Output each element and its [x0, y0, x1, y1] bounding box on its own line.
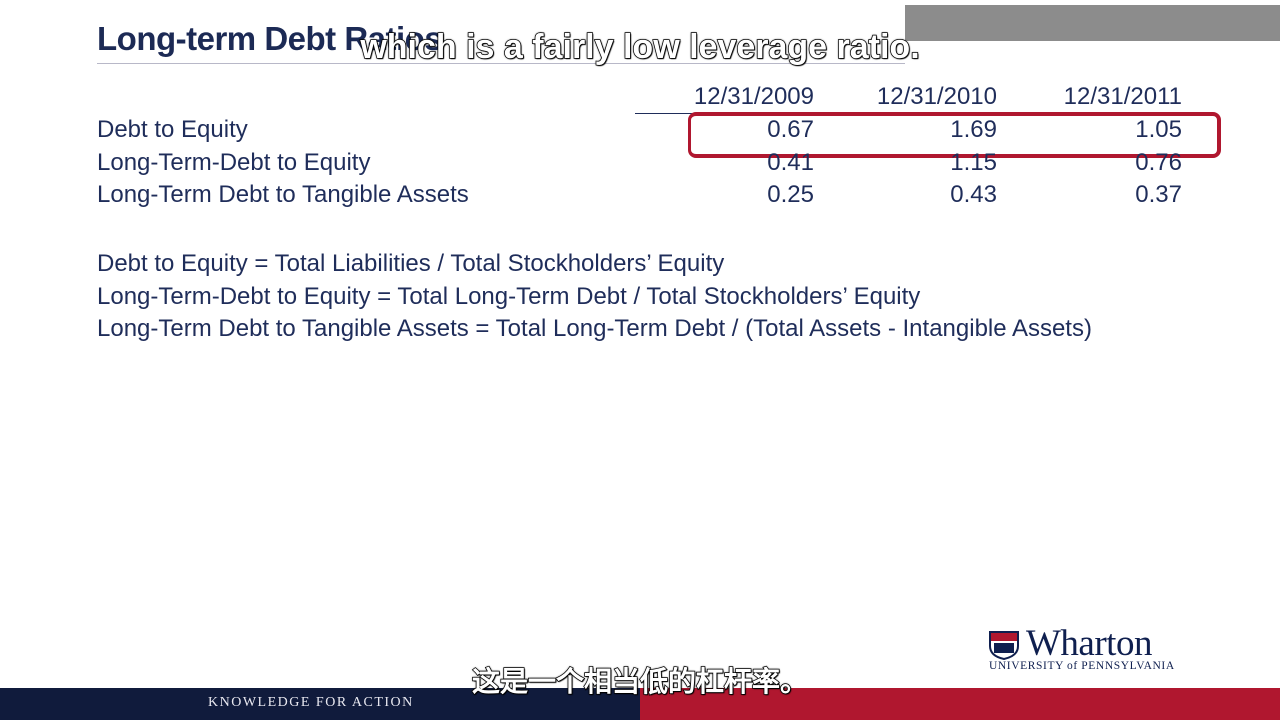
slide-title: Long-term Debt Ratios — [97, 20, 443, 57]
logo-name: Wharton — [1026, 623, 1152, 664]
ratio-value: 1.69 — [950, 116, 997, 143]
footer-bar-left — [0, 688, 640, 720]
ratio-value: 1.15 — [950, 148, 997, 176]
formula: Long-Term-Debt to Equity = Total Long-Te… — [97, 282, 921, 310]
ratio-value: 0.41 — [767, 148, 814, 176]
footer-tagline: KNOWLEDGE FOR ACTION — [208, 695, 414, 710]
row-label: Long-Term Debt to Tangible Assets — [97, 181, 469, 208]
row-label: Long-Term-Debt to Equity — [97, 148, 371, 176]
ratio-value: 0.37 — [1135, 181, 1182, 208]
ratio-value: 1.05 — [1135, 116, 1182, 143]
column-header: 12/31/2010 — [876, 83, 997, 110]
formula-list: Debt to Equity = Total Liabilities / Tot… — [97, 248, 1117, 346]
highlight-box — [688, 112, 1221, 158]
subtitle-english: which is a fairly low leverage ratio. — [360, 27, 921, 67]
footer-bar-right — [640, 688, 1280, 720]
ratio-value: 0.67 — [767, 116, 814, 143]
column-header: 12/31/2011 — [1063, 83, 1182, 110]
subtitle-chinese: 这是一个相当低的杠杆率。 — [471, 665, 809, 698]
formula: Long-Term Debt to Tangible Assets = Tota… — [97, 315, 1092, 342]
ratio-value: 0.25 — [767, 181, 814, 208]
shield-icon — [989, 631, 1019, 660]
gray-box — [905, 5, 1280, 41]
logo-university: UNIVERSITY of PENNSYLVANIA — [989, 660, 1175, 672]
ratio-value: 0.76 — [1135, 148, 1182, 176]
title-rule — [97, 63, 905, 64]
row-label: Debt to Equity — [97, 116, 248, 143]
column-header: 12/31/2009 — [693, 83, 814, 110]
formula: Debt to Equity = Total Liabilities / Tot… — [97, 250, 725, 277]
ratio-value: 0.43 — [950, 181, 997, 208]
